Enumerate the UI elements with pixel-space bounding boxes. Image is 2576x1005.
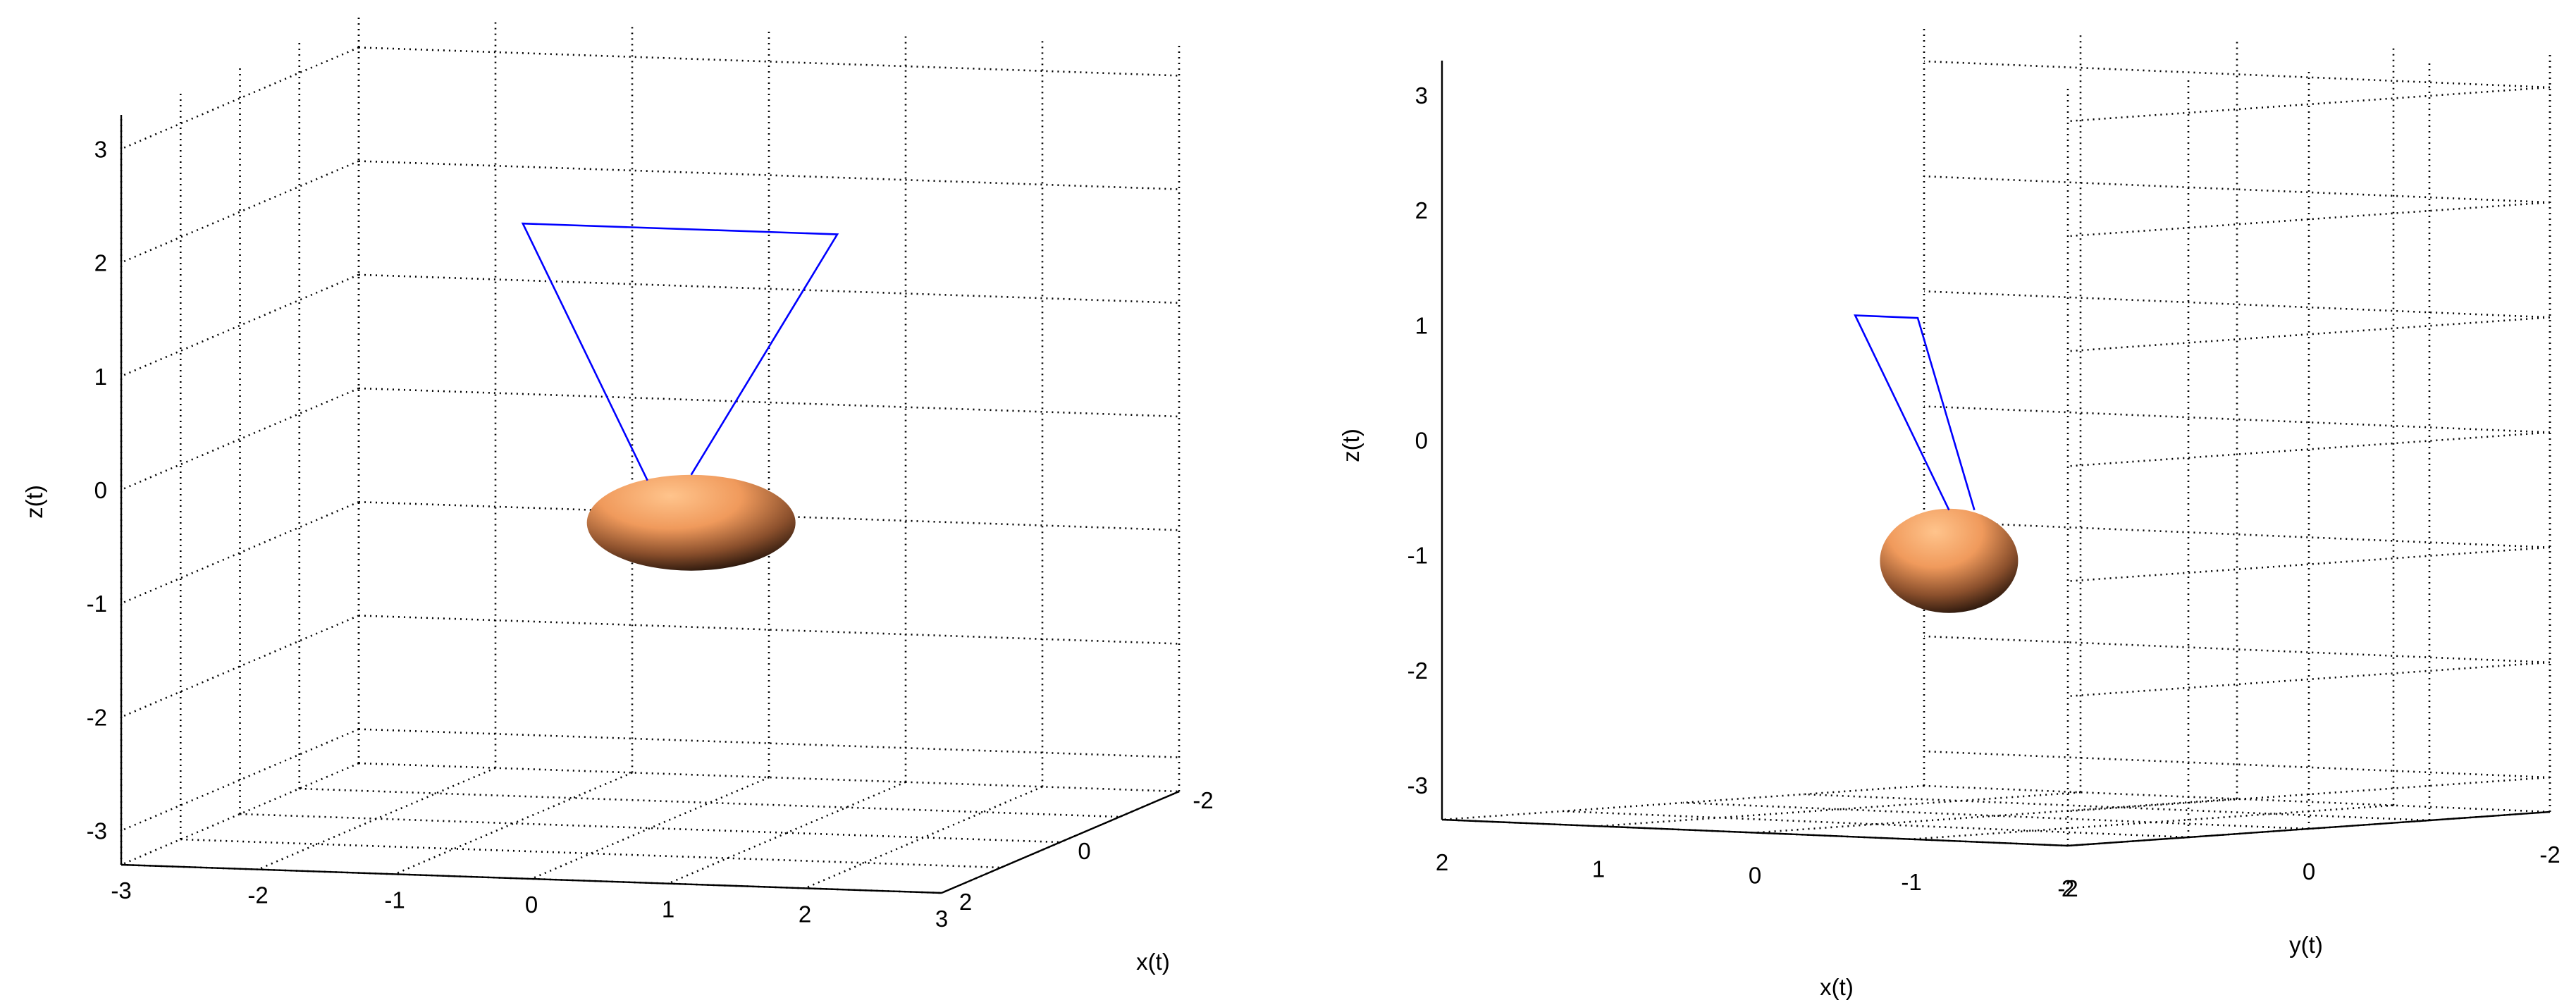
z-tick-label: 2 [94, 250, 107, 276]
y-tick-label: -2 [1193, 787, 1213, 813]
x-tick-labels-right: 2 1 0 -1 -2 [1436, 849, 2078, 901]
axis-line [121, 863, 942, 894]
grid-y-floor [1562, 810, 2189, 839]
z-tick-label: 3 [1415, 82, 1428, 109]
y-tick-label: 0 [2303, 858, 2315, 884]
x-tick-label: 0 [525, 892, 538, 918]
grid-z-side [2067, 86, 2551, 123]
grid-x-floor [121, 762, 359, 866]
x-tick-label: 1 [662, 896, 674, 923]
grid-z-side [121, 728, 359, 832]
grid-z-back [1923, 405, 2551, 433]
grid-y-floor [180, 838, 1002, 869]
y-tick-label: 2 [2062, 875, 2074, 901]
grid-z-side [121, 160, 359, 264]
pendulum-rod [1854, 314, 1976, 511]
grid-z-side [121, 273, 359, 377]
z-tick-labels-left: -3 -2 -1 0 1 2 3 [87, 136, 107, 844]
grid-x-floor [257, 767, 496, 870]
z-tick-label: -1 [87, 591, 107, 617]
z-tick-label: 3 [94, 136, 107, 162]
x-tick-label: -2 [247, 882, 268, 908]
z-tick-labels-right: -3 -2 -1 0 1 2 3 [1407, 82, 1428, 799]
z-tick-label: -1 [1407, 543, 1428, 569]
y-tick-label: -2 [2539, 841, 2560, 868]
y-tick-labels-left: -2 0 2 [959, 787, 1214, 915]
z-tick-label: 0 [94, 477, 107, 503]
y-tick-labels-right: 2 0 -2 [2062, 841, 2560, 901]
grid-z-side [121, 387, 359, 491]
pendulum-right [1854, 314, 2019, 613]
z-tick-label: 0 [1415, 428, 1428, 454]
grid-z-side [2067, 316, 2551, 352]
x-tick-label: 2 [799, 901, 811, 927]
z-tick-label: -2 [1407, 658, 1428, 684]
grid-x-floor [1598, 791, 2081, 827]
x-axis-label-right: x(t) [1820, 974, 1854, 1000]
pendulum-bob [1880, 508, 2019, 613]
grid-x-floor [394, 772, 633, 875]
grid-y-floor [240, 813, 1061, 844]
y-tick-label: 0 [1078, 838, 1090, 864]
grid-z-side [2067, 661, 2551, 698]
pendulum-left [521, 222, 839, 571]
x-tick-label: 3 [935, 906, 948, 932]
grid-z-side [121, 501, 359, 605]
z-axis-label-right: z(t) [1338, 428, 1364, 462]
x-tick-label: -1 [384, 887, 405, 913]
z-tick-label: 2 [1415, 197, 1428, 223]
grid-z-side [121, 615, 359, 718]
grid-z-back [358, 273, 1180, 304]
y-axis-label-right: y(t) [2289, 932, 2323, 958]
axis-line [2067, 810, 2551, 847]
grid-z-back [1923, 520, 2551, 548]
grid-x-floor [1754, 798, 2238, 834]
x-tick-label: -3 [111, 877, 131, 904]
x-tick-label: -1 [1901, 869, 1921, 895]
y-tick-label: 2 [959, 889, 972, 915]
z-tick-label: -3 [87, 818, 107, 844]
grid-y-floor [1682, 801, 2310, 830]
x-axis-label-left: x(t) [1136, 949, 1170, 975]
grid-lines-right [1441, 27, 2551, 847]
x-tick-label: 0 [1749, 863, 1761, 889]
x-tick-label: -2 [2057, 875, 2078, 901]
grid-x-floor [804, 786, 1043, 889]
plot-right: -3 -2 -1 0 1 2 3 2 1 0 -1 -2 2 0 -2 z(t) x(t) y(t) [1338, 27, 2560, 1000]
z-tick-label: -2 [87, 704, 107, 730]
x-tick-label: 2 [1436, 849, 1448, 875]
z-tick-label: -3 [1407, 772, 1428, 799]
grid-lines-left [120, 13, 1181, 894]
pendulum-bob [586, 474, 796, 571]
x-tick-labels-left: -3 -2 -1 0 1 2 3 [111, 877, 948, 932]
axis-line [1441, 818, 2069, 847]
z-tick-label: 1 [94, 364, 107, 390]
axis-line [941, 790, 1180, 894]
pendulum-rod [521, 222, 839, 481]
grid-x-floor [531, 776, 770, 880]
axes-left [120, 115, 1180, 894]
x-tick-label: 1 [1592, 856, 1605, 882]
axes-right [1441, 61, 2551, 847]
z-axis-label-left: z(t) [21, 485, 47, 519]
grid-y-floor [299, 787, 1120, 818]
z-tick-label: 1 [1415, 312, 1428, 338]
grid-z-side [121, 47, 359, 150]
grid-x-floor [1911, 804, 2394, 841]
grid-x-floor [667, 781, 906, 884]
